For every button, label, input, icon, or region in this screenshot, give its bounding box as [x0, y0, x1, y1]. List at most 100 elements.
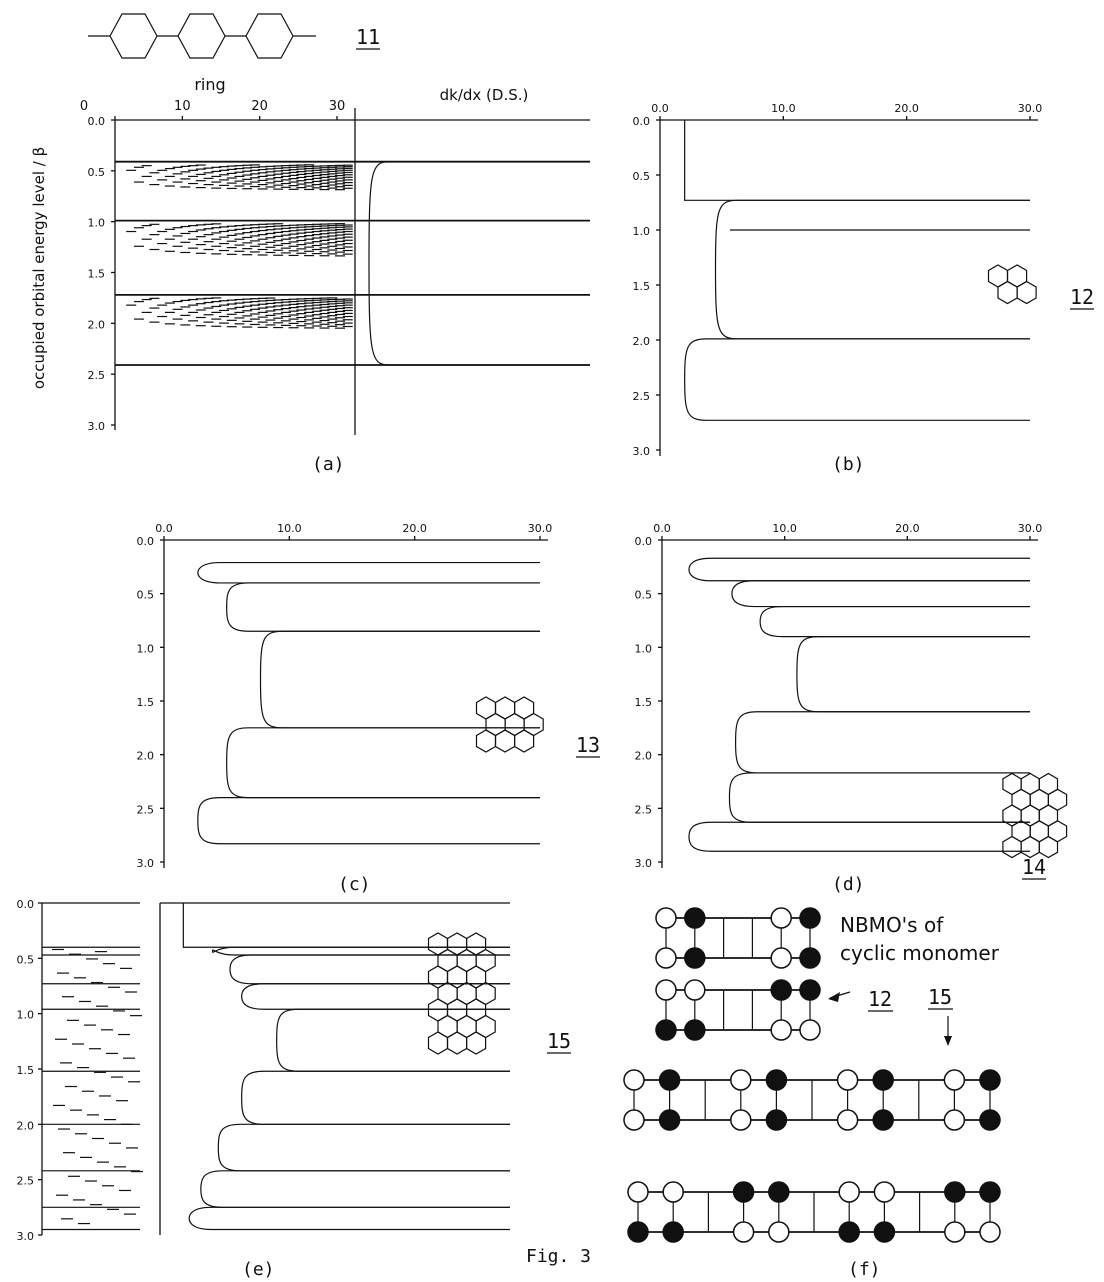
open-orbital	[943, 1109, 966, 1131]
y-tick-label: 1.5	[88, 268, 106, 281]
open-orbital	[943, 1069, 966, 1091]
y-tick-label: 0.0	[17, 898, 35, 911]
y-tick-label: 3.0	[17, 1230, 35, 1243]
filled-orbital	[662, 1221, 684, 1243]
hexagon-ring	[1002, 835, 1022, 859]
x-tick-label: 10.0	[277, 522, 302, 535]
compound-11-structure	[88, 13, 316, 59]
y-tick-label: 2.5	[88, 369, 106, 382]
open-orbital	[770, 1019, 792, 1041]
y-tick-label: 0.0	[635, 535, 653, 548]
y-tick-label: 0.5	[17, 953, 35, 966]
hexagon-ring	[1038, 835, 1059, 859]
band-dos-series	[796, 636, 1030, 713]
x-tick-label: 30.0	[1018, 102, 1043, 115]
band-dos-series	[229, 954, 510, 985]
band-dos-series	[684, 338, 1030, 421]
y-tick-label: 1.5	[137, 696, 155, 709]
hexagon-ring	[494, 729, 516, 753]
y-tick-label: 2.0	[137, 750, 155, 763]
filled-orbital	[658, 1109, 681, 1131]
band-dos-series	[728, 772, 1030, 823]
open-orbital	[979, 1221, 1001, 1243]
band-dos-series	[259, 630, 540, 729]
filled-orbital	[979, 1069, 1001, 1091]
x-tick-label: 0.0	[155, 522, 173, 535]
open-orbital	[684, 979, 706, 1001]
chart-panel-b: 0.0 0.5 1.0 1.5 2.0 2.5 3.0 0.0 10.0 20.0 30.0	[633, 102, 1043, 458]
y-axis-label: occupied orbital energy level / β	[30, 147, 48, 389]
y-tick-label: 0.5	[633, 170, 651, 183]
hexagon-ring	[475, 729, 497, 753]
open-orbital	[655, 947, 677, 969]
y-tick-label: 2.0	[635, 750, 653, 763]
filled-orbital	[770, 979, 792, 1001]
band-dos-series	[241, 983, 510, 1010]
x-tick-label: 0	[80, 99, 88, 114]
open-orbital	[655, 979, 677, 1001]
open-orbital	[873, 1181, 896, 1203]
y-tick-label: 1.0	[88, 217, 106, 230]
y-tick-label: 1.5	[17, 1064, 35, 1077]
open-orbital	[655, 907, 677, 929]
y-tick-label: 0.0	[633, 115, 651, 128]
hexagon-ring	[446, 1031, 468, 1055]
x-tick-label: 0.0	[651, 102, 669, 115]
hexagon-ring	[997, 280, 1018, 305]
open-orbital	[768, 1221, 790, 1243]
filled-orbital	[872, 1069, 894, 1091]
x-tick-label: 0.0	[653, 522, 671, 535]
filled-orbital	[658, 1069, 681, 1091]
hexagon-ring	[1016, 280, 1037, 305]
filled-orbital	[838, 1221, 860, 1243]
filled-orbital	[872, 1109, 894, 1131]
filled-orbital	[979, 1181, 1001, 1203]
panel-label-f: (f)	[848, 1259, 881, 1280]
y-tick-label: 0.5	[88, 166, 106, 179]
x-tick-label: 10.0	[771, 102, 796, 115]
band-dos-series	[197, 561, 540, 584]
filled-orbital	[799, 907, 821, 929]
open-orbital	[770, 947, 792, 969]
filled-orbital	[655, 1019, 677, 1041]
filled-orbital	[732, 1181, 755, 1203]
band-dos-series	[188, 1206, 510, 1231]
x-tick-label: 10.0	[772, 522, 797, 535]
y-tick-label: 1.0	[635, 642, 653, 655]
compound-label-13: 13	[576, 733, 600, 757]
y-tick-label: 2.5	[137, 803, 155, 816]
chart-panel-a: 0.0 0.5 1.0 1.5 2.0 2.5 3.0 0 10 20 30	[80, 99, 590, 435]
y-tick-label: 3.0	[635, 857, 653, 870]
panel-label-d: (d)	[832, 874, 865, 895]
filled-orbital	[627, 1221, 649, 1243]
filled-orbital	[799, 947, 821, 969]
y-tick-label: 1.0	[137, 642, 155, 655]
y-tick-label: 1.5	[635, 696, 653, 709]
open-orbital	[838, 1181, 860, 1203]
hexagon-ring	[513, 729, 535, 753]
filled-orbital	[799, 979, 821, 1001]
compound-label-14: 14	[1022, 855, 1046, 879]
panel-label-e: (e)	[242, 1259, 275, 1280]
compound-label-11: 11	[356, 25, 380, 49]
open-orbital	[770, 907, 792, 929]
y-tick-label: 0.0	[137, 535, 155, 548]
band-dos-series	[688, 557, 1030, 582]
filled-orbital	[684, 947, 706, 969]
x-tick-label: 30.0	[528, 522, 553, 535]
dos-curve-series	[368, 161, 590, 366]
band-dos-series	[200, 1170, 510, 1208]
x-tick-label: 20.0	[895, 522, 920, 535]
figure-caption: Fig. 3	[526, 1246, 591, 1267]
y-tick-label: 0.5	[635, 589, 653, 602]
filled-orbital	[873, 1221, 896, 1243]
panel-label-b: (b)	[832, 454, 865, 475]
band-dos-series	[734, 711, 1030, 774]
band-dos-series	[211, 946, 510, 956]
open-orbital	[836, 1069, 859, 1091]
chart-panel-e: 0.0 0.5 1.0 1.5 2.0 2.5 3.0	[17, 898, 510, 1243]
nbmo-diagrams	[623, 907, 1001, 1243]
band-edge-series	[182, 903, 510, 948]
x-tick-label: 30.0	[1018, 522, 1043, 535]
y-tick-label: 2.0	[88, 318, 106, 331]
